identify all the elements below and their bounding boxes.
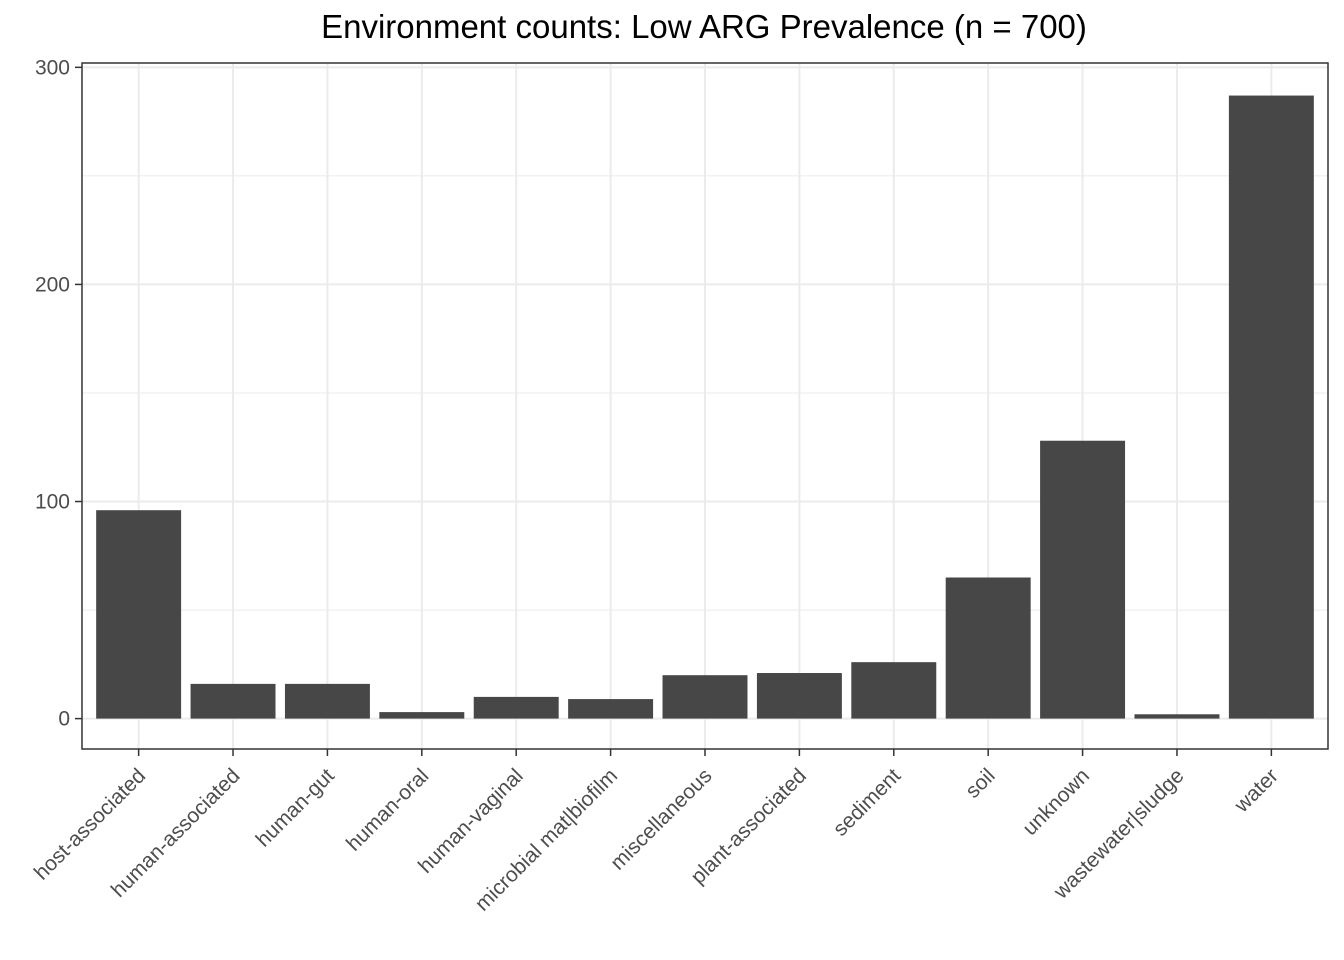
bar-microbial-mat-biofilm [568, 699, 654, 719]
y-tick-label: 200 [35, 273, 70, 296]
x-tick-label: human-gut [252, 764, 339, 851]
bar-human-vaginal [473, 696, 559, 719]
bar-miscellaneous [662, 675, 748, 719]
bars [96, 95, 1314, 719]
chart-title: Environment counts: Low ARG Prevalence (… [321, 8, 1087, 45]
bar-wastewater-sludge [1134, 714, 1220, 719]
bar-water [1228, 95, 1314, 719]
bar-plant-associated [756, 673, 842, 719]
y-tick-label: 0 [58, 708, 70, 731]
x-tick-label: soil [961, 764, 1000, 803]
grid-lines [82, 63, 1328, 749]
x-tick-label: unknown [1018, 764, 1094, 840]
y-tick-label: 300 [35, 56, 70, 79]
bar-sediment [851, 662, 937, 719]
bar-unknown [1040, 440, 1126, 719]
bar-human-associated [190, 683, 276, 719]
y-axis: 0 100 200 300 [35, 56, 82, 731]
x-tick-label: water [1230, 764, 1283, 817]
x-tick-label: human-oral [342, 764, 433, 855]
bar-host-associated [96, 510, 182, 719]
x-tick-label: sediment [829, 764, 906, 841]
bar-human-oral [379, 712, 465, 719]
y-tick-label: 100 [35, 491, 70, 514]
bar-human-gut [284, 683, 370, 719]
bar-soil [945, 577, 1031, 719]
